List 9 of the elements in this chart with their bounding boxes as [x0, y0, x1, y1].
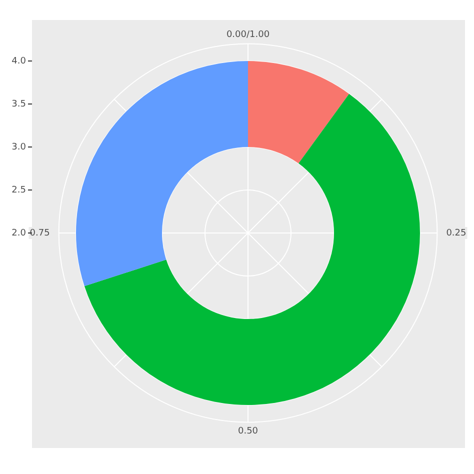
text: 0.50: [238, 426, 258, 437]
text: 3.5: [12, 99, 26, 110]
text: 4.0: [12, 56, 26, 66]
text: 2.5: [12, 185, 26, 196]
text: 2.0: [12, 228, 26, 238]
text: 0.00/1.00: [226, 30, 270, 40]
text: 3.0: [12, 142, 26, 152]
text: 0.25: [446, 228, 466, 238]
text: 0.75: [30, 228, 50, 238]
